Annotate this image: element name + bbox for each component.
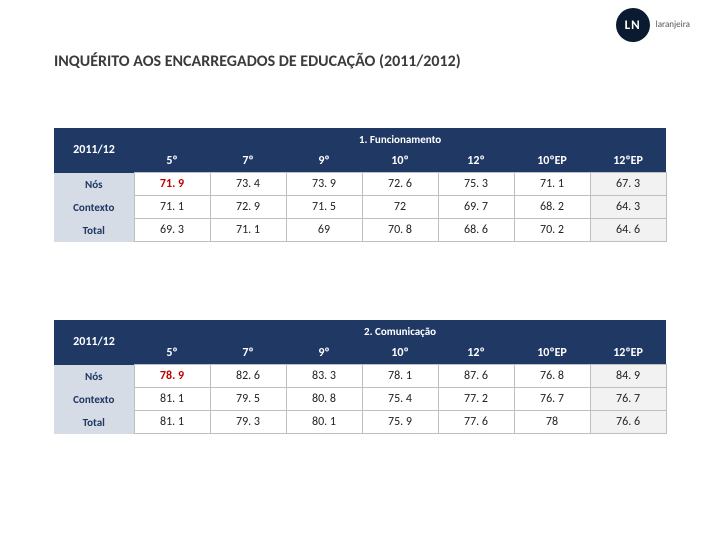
cell: 68. 6: [438, 219, 514, 242]
table-row: Nós78. 982. 683. 378. 187. 676. 884. 9: [54, 365, 666, 388]
cell: 72. 9: [210, 196, 286, 219]
section-title: 1. Funcionamento: [134, 128, 666, 150]
cell: 69. 7: [438, 196, 514, 219]
cell: 71. 1: [210, 219, 286, 242]
col-header: 7º: [210, 342, 286, 365]
cell: 82. 6: [210, 365, 286, 388]
col-header: 12º: [438, 342, 514, 365]
section-title: 2. Comunicação: [134, 320, 666, 342]
cell: 71. 5: [286, 196, 362, 219]
cell: 69: [286, 219, 362, 242]
year-label: 2011/12: [54, 320, 134, 365]
cell: 73. 4: [210, 173, 286, 196]
table-comunicacao: 2011/122. Comunicação5º7º9º10º12º10ºEP12…: [54, 320, 666, 434]
cell: 71. 9: [134, 173, 210, 196]
cell: 76. 7: [590, 388, 666, 411]
table-row: Total69. 371. 16970. 868. 670. 264. 6: [54, 219, 666, 242]
col-header: 5º: [134, 342, 210, 365]
cell: 87. 6: [438, 365, 514, 388]
year-label: 2011/12: [54, 128, 134, 173]
col-header: 10º: [362, 150, 438, 173]
col-header: 10ºEP: [514, 150, 590, 173]
row-label: Nós: [54, 173, 134, 196]
table-row: Total81. 179. 380. 175. 977. 67876. 6: [54, 411, 666, 434]
cell: 71. 1: [514, 173, 590, 196]
cell: 80. 8: [286, 388, 362, 411]
cell: 64. 3: [590, 196, 666, 219]
logo: LN laranjeira: [616, 8, 690, 42]
cell: 76. 8: [514, 365, 590, 388]
col-header: 12ºEP: [590, 150, 666, 173]
row-label: Contexto: [54, 196, 134, 219]
row-label: Total: [54, 411, 134, 434]
col-header: 9º: [286, 150, 362, 173]
col-header: 10ºEP: [514, 342, 590, 365]
cell: 81. 1: [134, 388, 210, 411]
cell: 68. 2: [514, 196, 590, 219]
col-header: 10º: [362, 342, 438, 365]
cell: 70. 8: [362, 219, 438, 242]
cell: 73. 9: [286, 173, 362, 196]
col-header: 7º: [210, 150, 286, 173]
row-label: Total: [54, 219, 134, 242]
cell: 72. 6: [362, 173, 438, 196]
cell: 75. 4: [362, 388, 438, 411]
cell: 70. 2: [514, 219, 590, 242]
cell: 79. 3: [210, 411, 286, 434]
cell: 78. 1: [362, 365, 438, 388]
row-label: Nós: [54, 365, 134, 388]
cell: 71. 1: [134, 196, 210, 219]
table-row: Nós71. 973. 473. 972. 675. 371. 167. 3: [54, 173, 666, 196]
table-funcionamento: 2011/121. Funcionamento5º7º9º10º12º10ºEP…: [54, 128, 666, 242]
cell: 64. 6: [590, 219, 666, 242]
table-row: Contexto71. 172. 971. 57269. 768. 264. 3: [54, 196, 666, 219]
col-header: 9º: [286, 342, 362, 365]
cell: 79. 5: [210, 388, 286, 411]
cell: 77. 6: [438, 411, 514, 434]
logo-text: laranjeira: [656, 20, 690, 30]
cell: 72: [362, 196, 438, 219]
row-label: Contexto: [54, 388, 134, 411]
col-header: 5º: [134, 150, 210, 173]
cell: 83. 3: [286, 365, 362, 388]
cell: 69. 3: [134, 219, 210, 242]
col-header: 12ºEP: [590, 342, 666, 365]
cell: 75. 9: [362, 411, 438, 434]
col-header: 12º: [438, 150, 514, 173]
cell: 84. 9: [590, 365, 666, 388]
cell: 78: [514, 411, 590, 434]
cell: 77. 2: [438, 388, 514, 411]
cell: 81. 1: [134, 411, 210, 434]
cell: 76. 7: [514, 388, 590, 411]
table-row: Contexto81. 179. 580. 875. 477. 276. 776…: [54, 388, 666, 411]
cell: 67. 3: [590, 173, 666, 196]
cell: 78. 9: [134, 365, 210, 388]
page-title: INQUÉRITO AOS ENCARREGADOS DE EDUCAÇÃO (…: [54, 52, 461, 71]
logo-badge: LN: [616, 8, 650, 42]
cell: 75. 3: [438, 173, 514, 196]
cell: 80. 1: [286, 411, 362, 434]
cell: 76. 6: [590, 411, 666, 434]
